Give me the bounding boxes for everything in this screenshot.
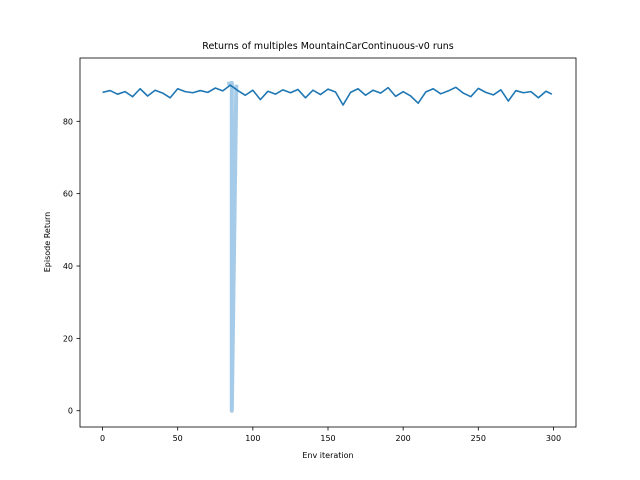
y-tick-label-4: 80	[63, 117, 73, 126]
x-tick-label-0: 0	[100, 434, 105, 443]
x-axis: 0 50 100 150 200 250 300	[100, 427, 561, 443]
y-tick-label-2: 40	[63, 262, 73, 271]
x-tick-label-3: 150	[320, 434, 335, 443]
chart-title: Returns of multiples MountainCarContinuo…	[202, 41, 454, 52]
plot-area	[102, 80, 553, 413]
x-tick-label-2: 100	[245, 434, 260, 443]
series-line-1	[226, 80, 239, 413]
x-tick-label-6: 300	[546, 434, 561, 443]
y-axis-label: Episode Return	[43, 212, 52, 273]
y-tick-label-1: 20	[63, 334, 73, 343]
x-tick-label-1: 50	[173, 434, 183, 443]
x-tick-label-4: 200	[396, 434, 411, 443]
y-tick-label-0: 0	[68, 407, 73, 416]
x-tick-label-5: 250	[471, 434, 486, 443]
x-axis-label: Env iteration	[302, 451, 353, 460]
y-tick-label-3: 60	[63, 190, 73, 199]
series-line-0	[102, 84, 553, 106]
axes-frame	[79, 57, 577, 428]
y-axis: 0 20 40 60 80	[63, 117, 80, 416]
